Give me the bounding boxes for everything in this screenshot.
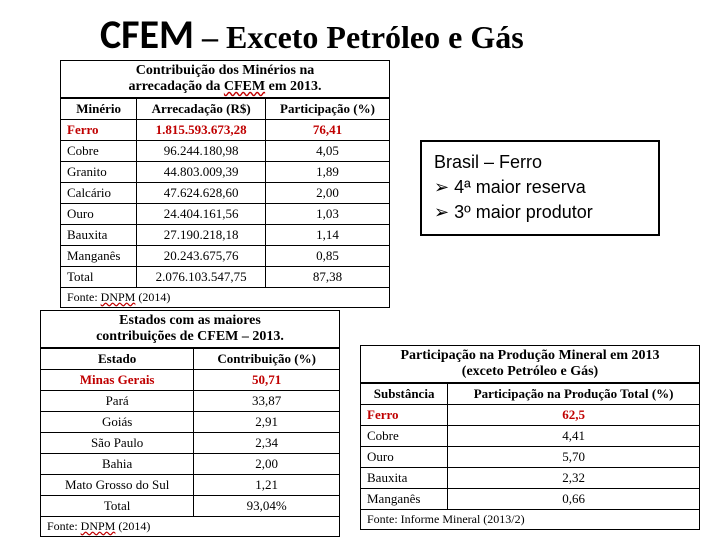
caption-line2a: arrecadação da [129,79,224,94]
cell: 50,71 [194,370,340,391]
title-big: CFEM [100,10,194,59]
table-row: Manganês0,66 [361,489,700,510]
cell: 5,70 [448,447,700,468]
cell: São Paulo [41,433,194,454]
table-producao-mineral: Participação na Produção Mineral em 2013… [360,345,700,530]
table-row: Granito44.803.009,391,89 [61,162,390,183]
cell: 1,14 [265,225,389,246]
cell: Ouro [361,447,448,468]
table-row: Bauxita27.190.218,181,14 [61,225,390,246]
table-row: Total2.076.103.547,7587,38 [61,267,390,288]
cell: 0,66 [448,489,700,510]
cell: 20.243.675,76 [137,246,266,267]
callout-brasil-ferro: Brasil – Ferro ➢ 4ª maior reserva ➢ 3º m… [420,140,660,236]
cell: Calcário [61,183,137,204]
cell: 76,41 [265,120,389,141]
col-estado: Estado [41,349,194,370]
table-row: Mato Grosso do Sul1,21 [41,475,340,496]
table-row: Calcário47.624.628,602,00 [61,183,390,204]
table-row: Total93,04% [41,496,340,517]
cell: 44.803.009,39 [137,162,266,183]
cell: 2,91 [194,412,340,433]
callout-line3: ➢ 3º maior produtor [434,200,646,225]
table-row: Ouro5,70 [361,447,700,468]
table-estados-cfem: Estados com as maiores contribuições de … [40,310,340,537]
cell: Total [41,496,194,517]
cell: Goiás [41,412,194,433]
cell: 47.624.628,60 [137,183,266,204]
cell: Bahia [41,454,194,475]
caption-line2c: em 2013. [265,79,321,94]
col-participacao: Participação (%) [265,99,389,120]
table-row: Ferro1.815.593.673,2876,41 [61,120,390,141]
cell: 93,04% [194,496,340,517]
col-contribuicao: Contribuição (%) [194,349,340,370]
table-cfem-minerios: Contribuição dos Minérios na arrecadação… [60,60,390,308]
caption-line1: Contribuição dos Minérios na [136,63,315,78]
callout-line1: Brasil – Ferro [434,150,646,175]
cell: Manganês [361,489,448,510]
cell: 1,03 [265,204,389,225]
table-row: Cobre96.244.180,984,05 [61,141,390,162]
table1-caption: Contribuição dos Minérios na arrecadação… [60,60,390,98]
caption2-l2: contribuições de CFEM – 2013. [96,329,284,344]
table-row: Cobre4,41 [361,426,700,447]
table-row: Bahia2,00 [41,454,340,475]
page-title: CFEM – Exceto Petróleo e Gás [100,10,700,59]
cell: 2,00 [194,454,340,475]
table3-caption: Participação na Produção Mineral em 2013… [360,345,700,383]
cell: Minas Gerais [41,370,194,391]
cell: Granito [61,162,137,183]
table3-source: Fonte: Informe Mineral (2013/2) [360,510,700,530]
cell: Ferro [361,405,448,426]
cell: 87,38 [265,267,389,288]
cell: 0,85 [265,246,389,267]
cell: 1.815.593.673,28 [137,120,266,141]
cell: 33,87 [194,391,340,412]
title-rest: – Exceto Petróleo e Gás [194,19,524,55]
cell: Manganês [61,246,137,267]
col-minerio: Minério [61,99,137,120]
cell: Ouro [61,204,137,225]
table-row: São Paulo2,34 [41,433,340,454]
caption3-l1: Participação na Produção Mineral em 2013 [400,348,659,363]
table-row: Manganês20.243.675,760,85 [61,246,390,267]
cell: 62,5 [448,405,700,426]
caption2-l1: Estados com as maiores [119,313,261,328]
table-row: Ouro24.404.161,561,03 [61,204,390,225]
table-row: Goiás2,91 [41,412,340,433]
cell: 27.190.218,18 [137,225,266,246]
cell: 1,21 [194,475,340,496]
cell: Total [61,267,137,288]
col-arrecadacao: Arrecadação (R$) [137,99,266,120]
callout-line2: ➢ 4ª maior reserva [434,175,646,200]
cell: 2,32 [448,468,700,489]
caption-line2b: CFEM [224,79,265,94]
cell: 4,41 [448,426,700,447]
table-row: Minas Gerais50,71 [41,370,340,391]
cell: 1,89 [265,162,389,183]
cell: 2,00 [265,183,389,204]
caption3-l2: (exceto Petróleo e Gás) [462,364,598,379]
cell: Cobre [361,426,448,447]
table-row: Ferro62,5 [361,405,700,426]
cell: Bauxita [361,468,448,489]
col-substancia: Substância [361,384,448,405]
table1-source: Fonte: DNPM (2014) [60,288,390,308]
cell: Bauxita [61,225,137,246]
cell: Mato Grosso do Sul [41,475,194,496]
cell: 2,34 [194,433,340,454]
cell: Ferro [61,120,137,141]
col-participacao-prod: Participação na Produção Total (%) [448,384,700,405]
cell: Cobre [61,141,137,162]
cell: 24.404.161,56 [137,204,266,225]
cell: 2.076.103.547,75 [137,267,266,288]
cell: 4,05 [265,141,389,162]
table-row: Pará33,87 [41,391,340,412]
table-row: Bauxita2,32 [361,468,700,489]
cell: Pará [41,391,194,412]
table2-source: Fonte: DNPM (2014) [40,517,340,537]
cell: 96.244.180,98 [137,141,266,162]
table2-caption: Estados com as maiores contribuições de … [40,310,340,348]
